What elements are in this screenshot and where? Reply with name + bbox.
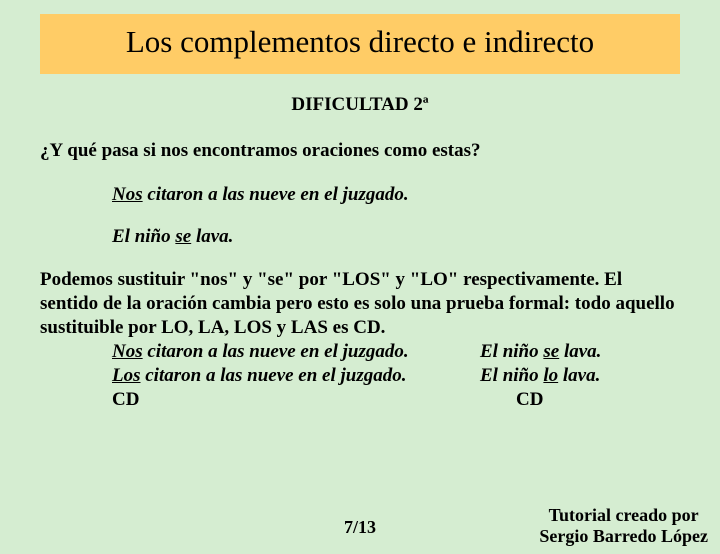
title-bar: Los complementos directo e indirecto [40,14,680,74]
content-area: DIFICULTAD 2ª ¿Y qué pasa si nos encontr… [0,74,720,421]
right-row-2: El niño lo lava. [480,365,601,387]
credit-block: Tutorial creado por Sergio Barredo López [539,505,708,548]
right-row-2-pre: El niño [480,365,543,386]
left-row-1-rest: citaron a las nueve en el juzgado. [143,341,409,362]
example-1-rest: citaron a las nueve en el juzgado. [143,184,409,205]
credit-line-2: Sergio Barredo López [539,526,708,548]
left-row-1: Nos citaron a las nueve en el juzgado. [112,341,409,363]
example-sentence-2: El niño se lava. [112,226,680,248]
right-column: El niño se lava. El niño lo lava. CD [480,341,601,413]
left-column: Nos citaron a las nueve en el juzgado. L… [112,341,409,413]
credit-line-1: Tutorial creado por [539,505,708,527]
example-2-post: lava. [191,226,233,247]
left-row-2-ul: Los [112,365,141,386]
example-1-underlined: Nos [112,184,143,205]
right-row-2-post: lava. [558,365,600,386]
left-row-2: Los citaron a las nueve en el juzgado. [112,365,409,387]
question-text: ¿Y qué pasa si nos encontramos oraciones… [40,140,680,162]
right-row-1-pre: El niño [480,341,543,362]
right-row-2-ul: lo [543,365,558,386]
difficulty-label: DIFICULTAD 2ª [40,94,680,116]
example-2-pre: El niño [112,226,175,247]
explanation-text: Podemos sustituir "nos" y "se" por "LOS"… [40,268,680,339]
example-sentence-1: Nos citaron a las nueve en el juzgado. [112,184,680,206]
left-row-1-ul: Nos [112,341,143,362]
substitution-examples: Nos citaron a las nueve en el juzgado. L… [40,341,680,421]
left-row-2-rest: citaron a las nueve en el juzgado. [141,365,407,386]
right-row-1: El niño se lava. [480,341,601,363]
right-row-1-post: lava. [559,341,601,362]
page-title: Los complementos directo e indirecto [48,24,672,60]
right-row-1-ul: se [543,341,559,362]
right-cd-label: CD [516,389,601,411]
example-2-underlined: se [175,226,191,247]
left-cd-label: CD [112,389,409,411]
